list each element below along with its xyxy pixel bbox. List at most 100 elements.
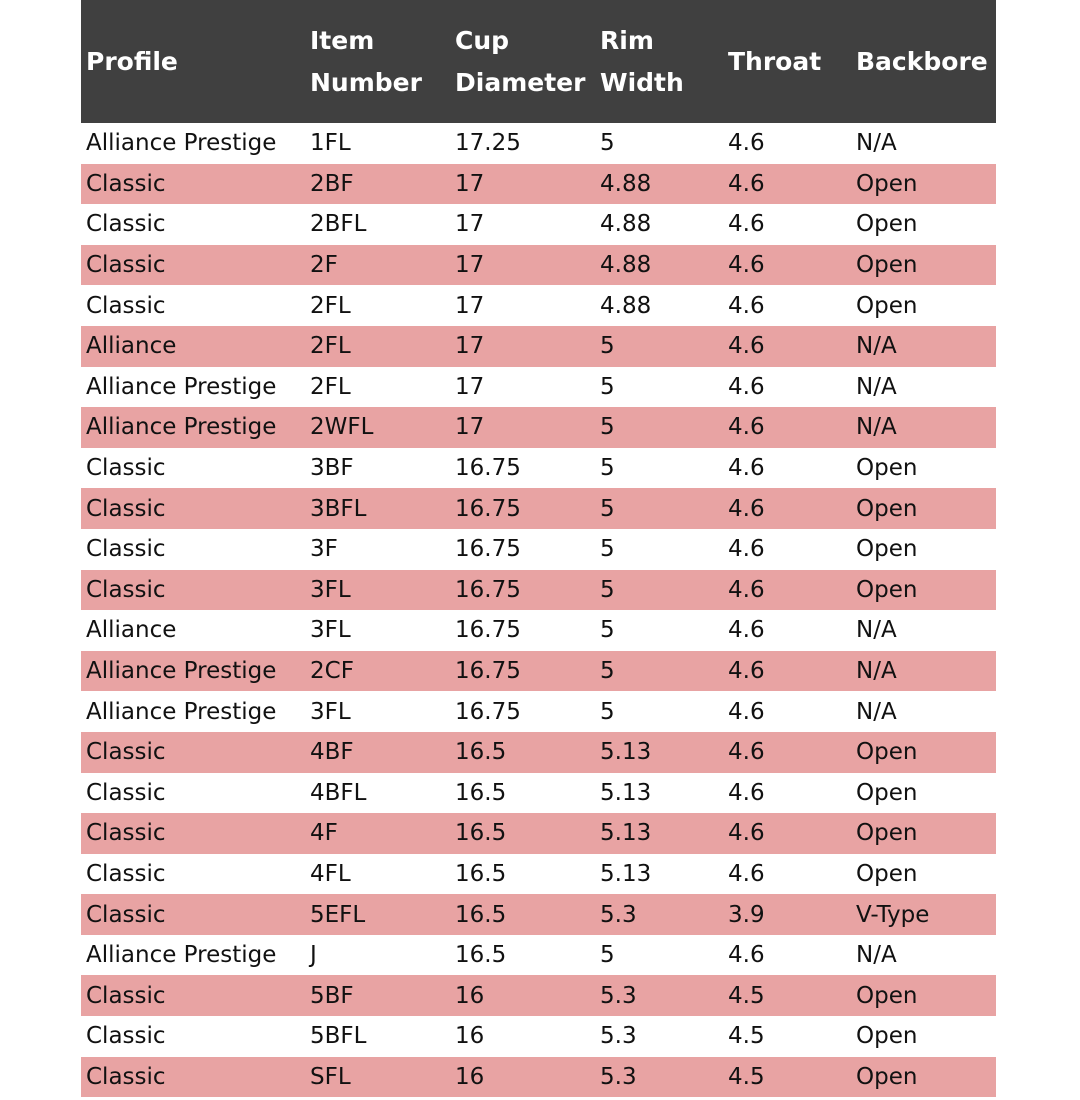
- cell-cup-diameter: 16.75: [450, 650, 595, 692]
- cell-profile: Alliance: [81, 325, 305, 367]
- header-cup-diameter: Cup Diameter: [450, 0, 595, 123]
- cell-backbore: Open: [851, 244, 996, 286]
- cell-cup-diameter: 16.75: [455, 698, 521, 725]
- cell-item-number: 1FL: [310, 130, 351, 157]
- cell-cup-diameter: 17.25: [455, 130, 521, 157]
- cell-throat: 4.6: [728, 698, 765, 725]
- cell-backbore: N/A: [856, 373, 897, 400]
- cell-item-number: 3F: [310, 536, 338, 563]
- cell-throat: 4.6: [728, 455, 765, 482]
- cell-cup-diameter: 16.5: [455, 860, 507, 887]
- cell-throat: 4.6: [728, 617, 765, 644]
- cell-cup-diameter: 16: [455, 1023, 485, 1050]
- cell-cup-diameter: 17: [455, 292, 485, 319]
- cell-backbore: Open: [856, 779, 918, 806]
- cell-rim-width: 5: [600, 942, 615, 969]
- cell-backbore: Open: [851, 813, 996, 854]
- header-profile: Profile: [81, 0, 305, 123]
- cell-rim-width: 5: [600, 617, 615, 644]
- table-row: Classic 4FL 16.5 5.13 4.6 Open: [81, 854, 996, 895]
- cell-item-number: 3FL: [310, 698, 351, 725]
- table-row: Classic 5BF 16 5.3 4.5 Open: [81, 975, 996, 1017]
- table-row: Classic 2BF 17 4.88 4.6 Open: [81, 163, 996, 205]
- cell-cup-diameter: 17: [455, 211, 485, 238]
- cell-item-number: 5BFL: [310, 1023, 367, 1050]
- cell-item-number: 2BF: [305, 163, 450, 205]
- cell-item-number: 4F: [305, 813, 450, 854]
- cell-rim-width: 5: [600, 455, 615, 482]
- cell-backbore: N/A: [851, 407, 996, 448]
- table-row: Alliance Prestige 3FL 16.75 5 4.6 N/A: [81, 691, 996, 732]
- cell-item-number: 3BF: [310, 455, 354, 482]
- cell-backbore: Open: [856, 1023, 918, 1050]
- cell-profile: Classic: [86, 536, 166, 563]
- cell-backbore: Open: [856, 211, 918, 238]
- cell-throat: 4.6: [723, 325, 851, 367]
- cell-rim-width: 5.3: [600, 1023, 637, 1050]
- cell-profile: Alliance: [86, 617, 177, 644]
- table-row: Classic 5EFL 16.5 5.3 3.9 V-Type: [81, 894, 996, 935]
- cell-cup-diameter: 16.75: [455, 617, 521, 644]
- table-row: Classic 5BFL 16 5.3 4.5 Open: [81, 1016, 996, 1057]
- cell-backbore: N/A: [856, 942, 897, 969]
- cell-profile: Classic: [81, 894, 305, 935]
- cell-rim-width: 5: [600, 373, 615, 400]
- cell-rim-width: 4.88: [600, 292, 652, 319]
- cell-profile: Classic: [81, 1056, 305, 1098]
- cell-backbore: Open: [851, 163, 996, 205]
- cell-item-number: 2WFL: [305, 407, 450, 448]
- table-row: Classic 3BF 16.75 5 4.6 Open: [81, 448, 996, 489]
- cell-throat: 4.6: [728, 779, 765, 806]
- cell-cup-diameter: 16.5: [455, 942, 507, 969]
- cell-rim-width: 5.3: [595, 1056, 723, 1098]
- cell-cup-diameter: 17: [450, 244, 595, 286]
- cell-cup-diameter: 16.5: [450, 813, 595, 854]
- cell-item-number: 2BFL: [310, 211, 367, 238]
- cell-profile: Classic: [81, 488, 305, 529]
- cell-profile: Classic: [86, 292, 166, 319]
- cell-throat: 4.6: [728, 211, 765, 238]
- cell-profile: Classic: [81, 244, 305, 286]
- cell-throat: 4.6: [728, 536, 765, 563]
- cell-cup-diameter: 16.75: [450, 569, 595, 611]
- cell-rim-width: 5: [600, 130, 615, 157]
- header-item-number: Item Number: [305, 0, 450, 123]
- header-throat: Throat: [723, 0, 851, 123]
- cell-backbore: N/A: [856, 617, 897, 644]
- cell-rim-width: 5: [600, 536, 615, 563]
- cell-item-number: 2CF: [305, 650, 450, 692]
- cell-throat: 3.9: [723, 894, 851, 935]
- cell-throat: 4.6: [723, 407, 851, 448]
- cell-throat: 4.5: [728, 1023, 765, 1050]
- cell-rim-width: 5: [595, 325, 723, 367]
- cell-rim-width: 5: [595, 569, 723, 611]
- cell-cup-diameter: 16: [450, 1056, 595, 1098]
- table-row: Classic SFL 16 5.3 4.5 Open: [81, 1056, 996, 1098]
- cell-cup-diameter: 17: [450, 163, 595, 205]
- cell-backbore: Open: [851, 1056, 996, 1098]
- cell-profile: Alliance Prestige: [86, 373, 277, 400]
- table-row: Alliance Prestige 2WFL 17 5 4.6 N/A: [81, 407, 996, 448]
- cell-throat: 4.6: [723, 569, 851, 611]
- cell-throat: 4.6: [723, 731, 851, 773]
- cell-item-number: 5BF: [305, 975, 450, 1017]
- cell-rim-width: 4.88: [595, 163, 723, 205]
- cell-throat: 4.6: [723, 244, 851, 286]
- cell-cup-diameter: 16: [450, 975, 595, 1017]
- table-row: Classic 4BFL 16.5 5.13 4.6 Open: [81, 773, 996, 814]
- cell-profile: Alliance Prestige: [81, 650, 305, 692]
- cell-profile: Classic: [86, 1023, 166, 1050]
- table-row: Alliance Prestige 1FL 17.25 5 4.6 N/A: [81, 123, 996, 164]
- cell-rim-width: 5.13: [595, 813, 723, 854]
- cell-item-number: 4BF: [305, 731, 450, 773]
- cell-rim-width: 5: [595, 407, 723, 448]
- cell-backbore: N/A: [856, 698, 897, 725]
- cell-backbore: Open: [851, 488, 996, 529]
- cell-rim-width: 5.13: [595, 731, 723, 773]
- cell-profile: Classic: [81, 975, 305, 1017]
- cell-backbore: Open: [856, 455, 918, 482]
- cell-rim-width: 5.3: [595, 975, 723, 1017]
- table-row: Alliance Prestige 2CF 16.75 5 4.6 N/A: [81, 650, 996, 692]
- table-row: Alliance Prestige J 16.5 5 4.6 N/A: [81, 935, 996, 976]
- cell-cup-diameter: 16.5: [450, 731, 595, 773]
